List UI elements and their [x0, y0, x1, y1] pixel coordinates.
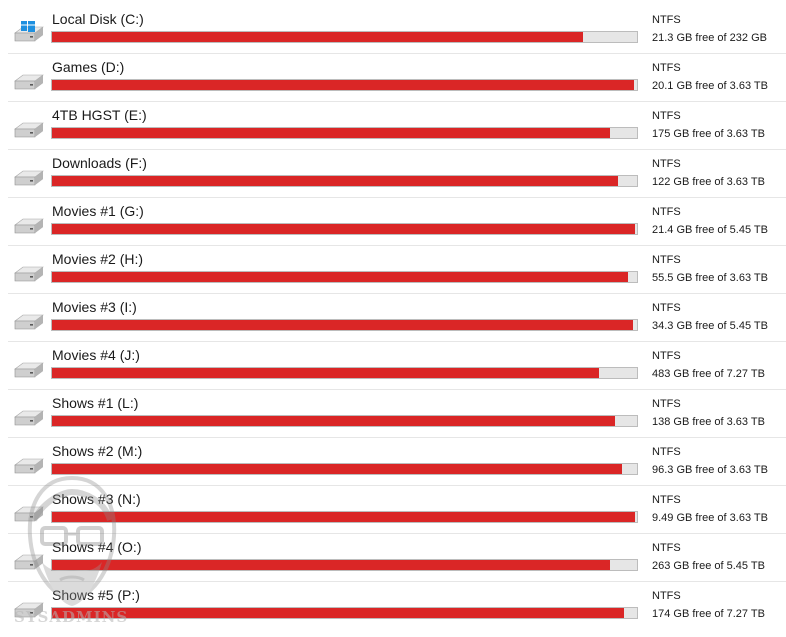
- usage-bar: [51, 415, 638, 427]
- free-space-label: 122 GB free of 3.63 TB: [652, 176, 765, 188]
- drive-item[interactable]: Shows #3 (N:) NTFS 9.49 GB free of 3.63 TB: [8, 486, 786, 534]
- usage-bar-fill: [52, 608, 624, 618]
- drive-icon: [13, 261, 45, 283]
- filesystem-label: NTFS: [652, 110, 681, 122]
- drive-item[interactable]: Shows #5 (P:) NTFS 174 GB free of 7.27 TB: [8, 582, 786, 630]
- usage-bar-fill: [52, 272, 629, 282]
- usage-bar: [51, 607, 638, 619]
- free-space-label: 20.1 GB free of 3.63 TB: [652, 80, 768, 92]
- drive-name: Movies #3 (I:): [52, 299, 137, 315]
- free-space-label: 175 GB free of 3.63 TB: [652, 128, 765, 140]
- drive-item[interactable]: 4TB HGST (E:) NTFS 175 GB free of 3.63 TB: [8, 102, 786, 150]
- free-space-label: 9.49 GB free of 3.63 TB: [652, 512, 768, 524]
- usage-bar: [51, 511, 638, 523]
- drive-item[interactable]: Shows #2 (M:) NTFS 96.3 GB free of 3.63 TB: [8, 438, 786, 486]
- drive-name: Shows #5 (P:): [52, 587, 140, 603]
- drive-icon: [13, 309, 45, 331]
- filesystem-label: NTFS: [652, 590, 681, 602]
- drive-item[interactable]: Local Disk (C:) NTFS 21.3 GB free of 232 G…: [8, 6, 786, 54]
- usage-bar-fill: [52, 416, 616, 426]
- usage-bar-fill: [52, 80, 635, 90]
- usage-bar-fill: [52, 32, 584, 42]
- drive-name: Shows #2 (M:): [52, 443, 143, 459]
- usage-bar: [51, 223, 638, 235]
- watermark-text: SYSADMINS: [14, 608, 129, 626]
- free-space-label: 174 GB free of 7.27 TB: [652, 608, 765, 620]
- drive-name: Shows #1 (L:): [52, 395, 139, 411]
- usage-bar-fill: [52, 368, 599, 378]
- usage-bar-fill: [52, 512, 636, 522]
- drive-name: Games (D:): [52, 59, 125, 75]
- filesystem-label: NTFS: [652, 62, 681, 74]
- free-space-label: 55.5 GB free of 3.63 TB: [652, 272, 768, 284]
- drive-name: Movies #1 (G:): [52, 203, 144, 219]
- free-space-label: 263 GB free of 5.45 TB: [652, 560, 765, 572]
- filesystem-label: NTFS: [652, 494, 681, 506]
- drive-name: 4TB HGST (E:): [52, 107, 147, 123]
- free-space-label: 21.3 GB free of 232 GB: [652, 32, 767, 44]
- usage-bar: [51, 559, 638, 571]
- drive-name: Movies #4 (J:): [52, 347, 140, 363]
- free-space-label: 138 GB free of 3.63 TB: [652, 416, 765, 428]
- windows-drive-icon: [13, 18, 45, 43]
- filesystem-label: NTFS: [652, 542, 681, 554]
- drive-item[interactable]: Movies #3 (I:) NTFS 34.3 GB free of 5.45 T…: [8, 294, 786, 342]
- usage-bar-fill: [52, 224, 635, 234]
- drive-name: Downloads (F:): [52, 155, 147, 171]
- drive-icon: [13, 117, 45, 139]
- drive-icon: [13, 357, 45, 379]
- filesystem-label: NTFS: [652, 398, 681, 410]
- drive-name: Shows #3 (N:): [52, 491, 141, 507]
- usage-bar: [51, 79, 638, 91]
- drive-item[interactable]: Movies #4 (J:) NTFS 483 GB free of 7.27 TB: [8, 342, 786, 390]
- drive-item[interactable]: Games (D:) NTFS 20.1 GB free of 3.63 TB: [8, 54, 786, 102]
- drive-name: Local Disk (C:): [52, 11, 144, 27]
- filesystem-label: NTFS: [652, 254, 681, 266]
- usage-bar: [51, 31, 638, 43]
- free-space-label: 21.4 GB free of 5.45 TB: [652, 224, 768, 236]
- drive-icon: [13, 69, 45, 91]
- filesystem-label: NTFS: [652, 206, 681, 218]
- drive-icon: [13, 405, 45, 427]
- usage-bar: [51, 175, 638, 187]
- drive-icon: [13, 165, 45, 187]
- usage-bar: [51, 127, 638, 139]
- usage-bar: [51, 319, 638, 331]
- usage-bar-fill: [52, 128, 610, 138]
- drive-item[interactable]: Shows #1 (L:) NTFS 138 GB free of 3.63 TB: [8, 390, 786, 438]
- drive-icon: [13, 597, 45, 619]
- free-space-label: 34.3 GB free of 5.45 TB: [652, 320, 768, 332]
- filesystem-label: NTFS: [652, 14, 681, 26]
- usage-bar: [51, 463, 638, 475]
- free-space-label: 483 GB free of 7.27 TB: [652, 368, 765, 380]
- filesystem-label: NTFS: [652, 158, 681, 170]
- usage-bar: [51, 271, 638, 283]
- drive-icon: [13, 549, 45, 571]
- drive-icon: [13, 453, 45, 475]
- filesystem-label: NTFS: [652, 446, 681, 458]
- drive-name: Shows #4 (O:): [52, 539, 142, 555]
- drive-item[interactable]: Movies #2 (H:) NTFS 55.5 GB free of 3.63 T…: [8, 246, 786, 294]
- filesystem-label: NTFS: [652, 302, 681, 314]
- drive-item[interactable]: Shows #4 (O:) NTFS 263 GB free of 5.45 TB: [8, 534, 786, 582]
- usage-bar: [51, 367, 638, 379]
- drive-icon: [13, 213, 45, 235]
- filesystem-label: NTFS: [652, 350, 681, 362]
- free-space-label: 96.3 GB free of 3.63 TB: [652, 464, 768, 476]
- usage-bar-fill: [52, 320, 634, 330]
- drive-icon: [13, 501, 45, 523]
- usage-bar-fill: [52, 560, 610, 570]
- usage-bar-fill: [52, 464, 622, 474]
- drive-name: Movies #2 (H:): [52, 251, 144, 267]
- drive-item[interactable]: Downloads (F:) NTFS 122 GB free of 3.63 TB: [8, 150, 786, 198]
- usage-bar-fill: [52, 176, 618, 186]
- drive-item[interactable]: Movies #1 (G:) NTFS 21.4 GB free of 5.45 T…: [8, 198, 786, 246]
